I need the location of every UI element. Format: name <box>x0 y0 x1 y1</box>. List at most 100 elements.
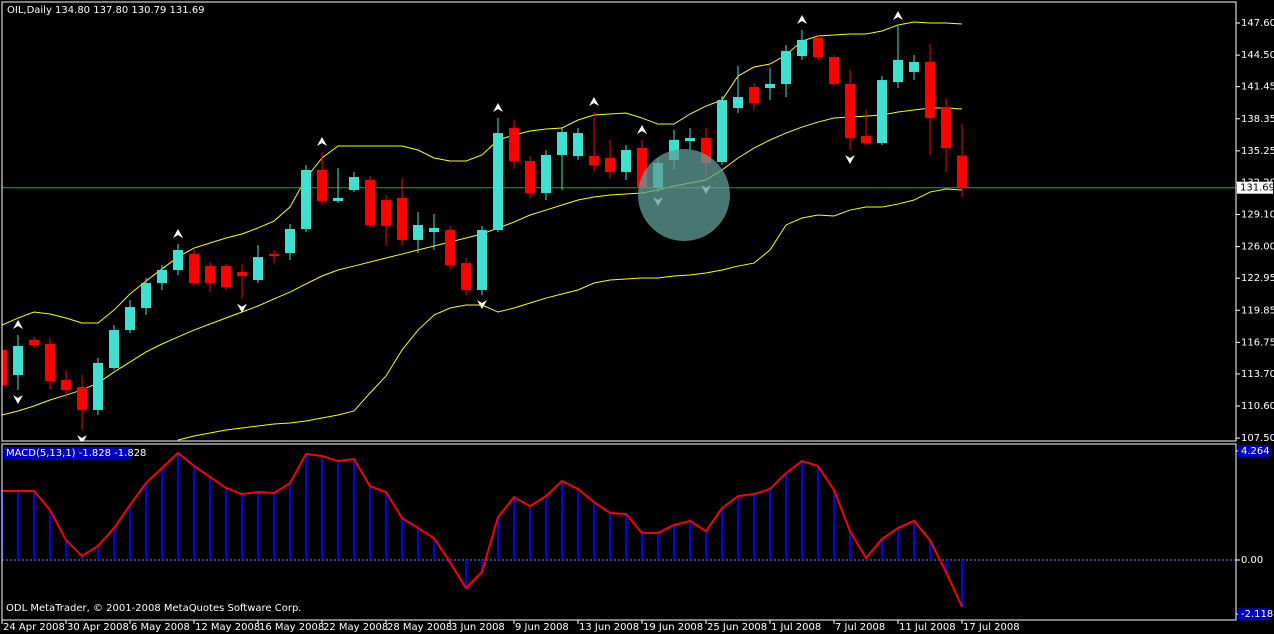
macd-bar <box>417 528 419 561</box>
macd-bar <box>161 467 163 561</box>
candle-body <box>461 262 471 290</box>
candle-body <box>893 59 903 83</box>
candle-body <box>93 362 103 410</box>
candle-body <box>237 271 247 276</box>
macd-tick-label: 4.264 <box>1241 446 1270 457</box>
macd-bar <box>177 452 179 561</box>
candle-body <box>29 339 39 346</box>
footer: ODL MetaTrader, © 2001-2008 MetaQuotes S… <box>6 603 301 614</box>
macd-bar <box>593 501 595 561</box>
fractal-up <box>493 103 503 113</box>
candle-body <box>541 154 551 193</box>
y-tick-label: 141.45 <box>1241 82 1274 93</box>
candle-body <box>925 62 935 119</box>
candle-body <box>365 180 375 225</box>
y-tick-label: 138.35 <box>1241 114 1274 125</box>
candle-body <box>909 62 919 72</box>
candle-body <box>765 83 775 89</box>
candle-body <box>813 38 823 57</box>
macd-bar <box>241 494 243 561</box>
chart-title: OIL,Daily 134.80 137.80 130.79 131.69 <box>7 5 205 16</box>
candle-body <box>781 50 791 84</box>
candle-body <box>525 160 535 193</box>
candle-body <box>605 157 615 172</box>
candle-body <box>189 254 199 284</box>
y-tick-label: 126.00 <box>1241 242 1274 253</box>
x-tick-label: 22 May 2008 <box>323 622 388 633</box>
y-tick-label: 119.85 <box>1241 305 1274 316</box>
fractal-up <box>13 320 23 330</box>
x-tick-label: 16 May 2008 <box>259 622 324 633</box>
macd-bar <box>273 493 275 561</box>
fractal-up <box>173 229 183 239</box>
y-tick-label: 122.95 <box>1241 273 1274 284</box>
candle-body <box>845 83 855 139</box>
bid-label-box <box>1237 181 1273 194</box>
candle-body <box>477 230 487 290</box>
candle-body <box>877 80 887 143</box>
x-tick-label: 17 Jul 2008 <box>963 622 1020 633</box>
macd-bar <box>305 453 307 561</box>
macd-bar <box>513 497 515 561</box>
macd-bar <box>929 540 931 561</box>
y-tick-label: 135.25 <box>1241 146 1274 157</box>
macd-bar <box>33 490 35 561</box>
candle-body <box>77 386 87 410</box>
macd-bar <box>577 488 579 561</box>
macd-bar <box>369 486 371 561</box>
candle-body <box>701 138 711 163</box>
fractal-down <box>845 155 855 165</box>
x-tick-label: 28 May 2008 <box>387 622 452 633</box>
candle-body <box>157 269 167 284</box>
macd-tick-label: -2.118 <box>1241 609 1273 620</box>
macd-bar <box>113 528 115 561</box>
candle-body <box>589 156 599 166</box>
candle-body <box>413 224 423 240</box>
highlight-circle <box>638 149 730 241</box>
macd-bar <box>225 487 227 561</box>
macd-bar <box>81 555 83 561</box>
candle-body <box>797 39 807 57</box>
macd-bar <box>897 528 899 561</box>
macd-bar <box>689 520 691 561</box>
candle-body <box>349 177 359 190</box>
candle-body <box>509 127 519 161</box>
macd-bar <box>433 538 435 561</box>
macd-bar <box>385 492 387 561</box>
macd-tick-box <box>1238 608 1270 621</box>
candle-body <box>317 170 327 201</box>
macd-bar <box>641 532 643 561</box>
candle-body <box>685 138 695 142</box>
candle-body <box>493 133 503 231</box>
x-tick-label: 7 Jul 2008 <box>835 622 885 633</box>
candle-body <box>205 266 215 284</box>
y-tick-label: 113.70 <box>1241 369 1274 380</box>
candle-body <box>637 148 647 189</box>
fractal-up <box>797 15 807 25</box>
macd-bar <box>609 512 611 561</box>
candle-body <box>397 197 407 240</box>
macd-bar <box>801 461 803 561</box>
price-plot <box>2 11 1236 441</box>
candle-body <box>285 229 295 254</box>
fractal-up <box>317 136 327 146</box>
candle-body <box>2 350 7 385</box>
candle-body <box>253 257 263 281</box>
candle-body <box>733 97 743 108</box>
macd-bar <box>529 506 531 561</box>
x-tick-label: 1 Jul 2008 <box>771 622 821 633</box>
candle-body <box>221 266 231 287</box>
x-tick-label: 30 Apr 2008 <box>67 622 129 633</box>
candle-body <box>557 132 567 155</box>
x-tick-label: 25 Jun 2008 <box>707 622 767 633</box>
fractal-down <box>477 300 487 310</box>
fractal-up <box>589 97 599 107</box>
macd-bar <box>817 465 819 561</box>
macd-bar <box>833 489 835 561</box>
candle-body <box>61 380 71 390</box>
bid-label: 131.69 <box>1240 183 1274 194</box>
y-tick-label: 144.50 <box>1241 50 1274 61</box>
x-tick-label: 11 Jul 2008 <box>899 622 956 633</box>
